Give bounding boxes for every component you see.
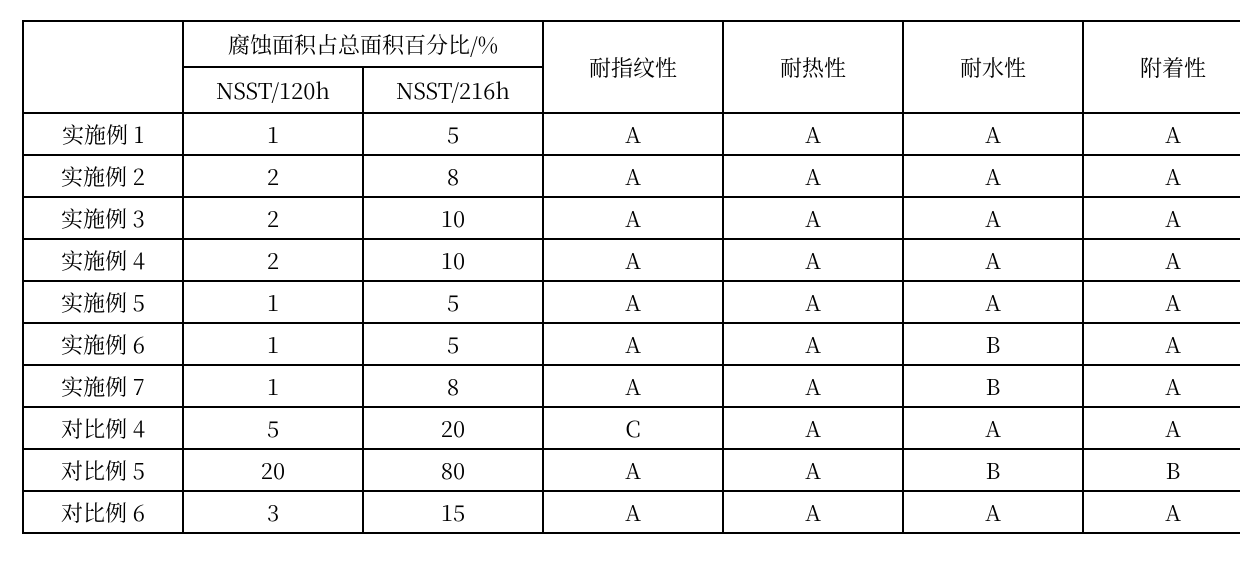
row-label: 实施例 3	[23, 197, 183, 239]
header-nsst216: NSST/216h	[363, 67, 543, 113]
cell-adh: A	[1083, 407, 1240, 449]
cell-water: A	[903, 239, 1083, 281]
cell-heat: A	[723, 155, 903, 197]
cell-nsst120: 1	[183, 323, 363, 365]
results-table: 腐蚀面积占总面积百分比/% 耐指纹性 耐热性 耐水性 附着性 NSST/120h…	[22, 20, 1240, 534]
row-label: 实施例 2	[23, 155, 183, 197]
row-label: 实施例 7	[23, 365, 183, 407]
cell-adh: B	[1083, 449, 1240, 491]
cell-water: A	[903, 281, 1083, 323]
cell-adh: A	[1083, 197, 1240, 239]
cell-water: A	[903, 113, 1083, 155]
row-label: 实施例 1	[23, 113, 183, 155]
cell-nsst216: 20	[363, 407, 543, 449]
cell-nsst216: 10	[363, 239, 543, 281]
table-row: 实施例 115AAAA	[23, 113, 1240, 155]
cell-heat: A	[723, 491, 903, 533]
cell-nsst216: 15	[363, 491, 543, 533]
cell-heat: A	[723, 449, 903, 491]
row-label: 实施例 4	[23, 239, 183, 281]
header-adhesion: 附着性	[1083, 21, 1240, 113]
header-nsst120: NSST/120h	[183, 67, 363, 113]
cell-fp: A	[543, 491, 723, 533]
cell-nsst216: 8	[363, 365, 543, 407]
header-fingerprint: 耐指纹性	[543, 21, 723, 113]
header-heat: 耐热性	[723, 21, 903, 113]
table-row: 实施例 515AAAA	[23, 281, 1240, 323]
cell-heat: A	[723, 365, 903, 407]
cell-heat: A	[723, 281, 903, 323]
row-label: 对比例 5	[23, 449, 183, 491]
cell-adh: A	[1083, 239, 1240, 281]
cell-fp: A	[543, 155, 723, 197]
cell-nsst120: 5	[183, 407, 363, 449]
cell-fp: A	[543, 365, 723, 407]
cell-nsst216: 5	[363, 281, 543, 323]
cell-fp: A	[543, 449, 723, 491]
cell-heat: A	[723, 407, 903, 449]
cell-adh: A	[1083, 155, 1240, 197]
row-label: 对比例 6	[23, 491, 183, 533]
cell-heat: A	[723, 323, 903, 365]
cell-water: A	[903, 155, 1083, 197]
cell-fp: A	[543, 113, 723, 155]
cell-heat: A	[723, 113, 903, 155]
cell-adh: A	[1083, 365, 1240, 407]
cell-adh: A	[1083, 113, 1240, 155]
table-row: 实施例 718AABA	[23, 365, 1240, 407]
cell-fp: C	[543, 407, 723, 449]
table-row: 实施例 228AAAA	[23, 155, 1240, 197]
cell-adh: A	[1083, 491, 1240, 533]
cell-nsst216: 5	[363, 113, 543, 155]
cell-nsst216: 80	[363, 449, 543, 491]
cell-adh: A	[1083, 281, 1240, 323]
cell-water: A	[903, 407, 1083, 449]
cell-nsst120: 1	[183, 365, 363, 407]
row-label: 实施例 5	[23, 281, 183, 323]
row-label: 对比例 4	[23, 407, 183, 449]
table-row: 对比例 4520CAAA	[23, 407, 1240, 449]
table-row: 对比例 52080AABB	[23, 449, 1240, 491]
cell-nsst120: 2	[183, 239, 363, 281]
cell-nsst120: 1	[183, 281, 363, 323]
cell-water: B	[903, 449, 1083, 491]
cell-fp: A	[543, 323, 723, 365]
table-row: 对比例 6315AAAA	[23, 491, 1240, 533]
cell-heat: A	[723, 239, 903, 281]
cell-water: A	[903, 491, 1083, 533]
header-water: 耐水性	[903, 21, 1083, 113]
header-blank	[23, 21, 183, 113]
table-row: 实施例 615AABA	[23, 323, 1240, 365]
cell-fp: A	[543, 197, 723, 239]
table-body: 实施例 115AAAA实施例 228AAAA实施例 3210AAAA实施例 42…	[23, 113, 1240, 533]
cell-nsst216: 8	[363, 155, 543, 197]
cell-nsst120: 2	[183, 197, 363, 239]
cell-heat: A	[723, 197, 903, 239]
cell-nsst120: 20	[183, 449, 363, 491]
cell-water: A	[903, 197, 1083, 239]
header-corrosion-group: 腐蚀面积占总面积百分比/%	[183, 21, 543, 67]
cell-adh: A	[1083, 323, 1240, 365]
cell-water: B	[903, 365, 1083, 407]
cell-nsst120: 3	[183, 491, 363, 533]
cell-nsst120: 2	[183, 155, 363, 197]
cell-nsst216: 5	[363, 323, 543, 365]
cell-fp: A	[543, 281, 723, 323]
cell-nsst216: 10	[363, 197, 543, 239]
table-row: 实施例 3210AAAA	[23, 197, 1240, 239]
cell-water: B	[903, 323, 1083, 365]
cell-fp: A	[543, 239, 723, 281]
row-label: 实施例 6	[23, 323, 183, 365]
cell-nsst120: 1	[183, 113, 363, 155]
table-row: 实施例 4210AAAA	[23, 239, 1240, 281]
